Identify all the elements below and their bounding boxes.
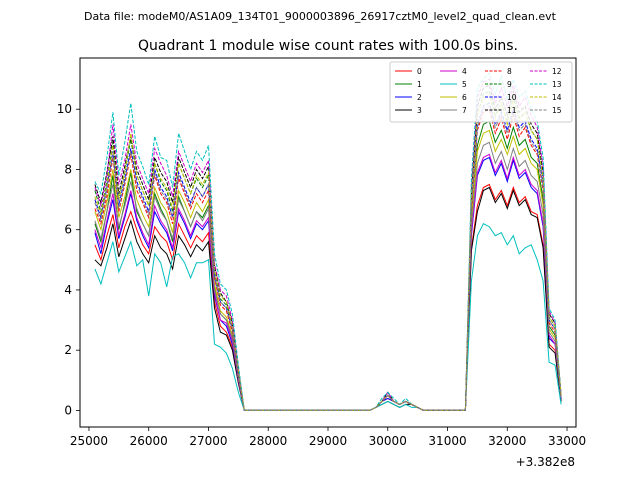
y-tick-label: 10	[57, 102, 72, 116]
legend-label-0: 0	[417, 67, 422, 76]
y-tick-label: 0	[64, 403, 72, 417]
legend-label-7: 7	[462, 106, 467, 115]
x-tick-label: 26000	[130, 434, 168, 448]
y-tick-label: 8	[64, 162, 72, 176]
x-tick-label: 29000	[309, 434, 347, 448]
x-tick-label: 31000	[428, 434, 466, 448]
x-tick-label: 30000	[369, 434, 407, 448]
series-line-7	[94, 141, 562, 411]
legend-label-9: 9	[507, 80, 512, 89]
legend-box	[389, 61, 573, 123]
legend-label-3: 3	[417, 106, 422, 115]
series-line-9	[94, 90, 562, 411]
y-tick-label: 4	[64, 283, 72, 297]
series-line-3	[94, 186, 562, 411]
x-offset-label: +3.382e8	[516, 455, 575, 469]
chart-title: Quadrant 1 module wise count rates with …	[138, 38, 518, 54]
legend-label-11: 11	[507, 106, 517, 115]
legend-label-13: 13	[552, 80, 562, 89]
legend-label-12: 12	[552, 67, 562, 76]
chart-suptitle: Data file: modeM0/AS1A09_134T01_90000038…	[84, 10, 557, 23]
legend-label-5: 5	[462, 80, 467, 89]
y-tick-label: 2	[64, 343, 72, 357]
series-line-2	[94, 156, 562, 411]
x-tick-label: 33000	[548, 434, 586, 448]
axes: 25000 26000 27000 28000 29000 30000 31000 32000…	[57, 57, 586, 448]
series-lines	[94, 72, 562, 411]
series-line-11	[94, 84, 562, 411]
plot-area	[94, 72, 562, 411]
legend-label-1: 1	[417, 80, 422, 89]
series-line-1	[94, 120, 562, 411]
x-tick-label: 25000	[70, 434, 108, 448]
series-line-8	[94, 108, 562, 411]
legend-label-2: 2	[417, 93, 422, 102]
x-tick-label: 27000	[189, 434, 227, 448]
legend-label-15: 15	[552, 106, 562, 115]
x-tick-label: 28000	[249, 434, 287, 448]
legend-label-14: 14	[552, 93, 562, 102]
legend-label-8: 8	[507, 67, 512, 76]
legend-label-6: 6	[462, 93, 467, 102]
series-line-15	[94, 105, 562, 411]
y-tick-label: 6	[64, 223, 72, 237]
legend-label-10: 10	[507, 93, 517, 102]
series-line-13	[94, 72, 562, 411]
legend-label-4: 4	[462, 67, 467, 76]
x-tick-label: 32000	[488, 434, 526, 448]
